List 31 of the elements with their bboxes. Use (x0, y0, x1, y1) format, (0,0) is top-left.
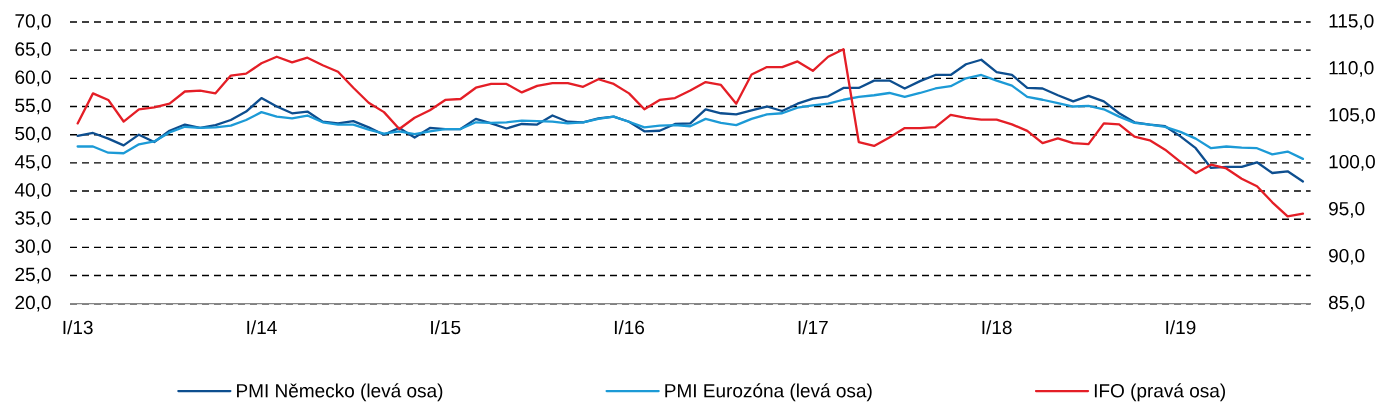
y-tick-label: 20,0 (15, 295, 51, 312)
y2-tick-label: 105,0 (1329, 108, 1375, 124)
line-series (76, 58, 1305, 183)
legend-label: PMI Německo (levá osa) (237, 383, 443, 402)
x-tick-label: I/14 (247, 320, 277, 335)
legend-label: IFO (pravá osa) (1094, 383, 1225, 402)
y-tick-label: 70,0 (15, 14, 51, 30)
y2-tick-label: 115,0 (1329, 14, 1374, 30)
x-tick-label: I/19 (1166, 320, 1196, 335)
x-tick-label: I/17 (798, 320, 828, 335)
legend-label: PMI Eurozóna (levá osa) (665, 383, 872, 402)
y2-tick-label: 110,0 (1329, 61, 1374, 77)
y-tick-label: 35,0 (15, 211, 51, 228)
line-series (76, 73, 1305, 161)
y-tick-label: 25,0 (15, 267, 51, 284)
x-tick-label: I/18 (982, 320, 1012, 335)
y-tick-label: 60,0 (15, 70, 51, 87)
x-tick-label: I/16 (614, 320, 645, 335)
x-tick-label: I/15 (431, 320, 461, 335)
y2-tick-label: 95,0 (1329, 201, 1365, 218)
y-tick-label: 30,0 (15, 239, 51, 256)
y-tick-label: 45,0 (14, 155, 51, 171)
y-tick-label: 40,0 (14, 183, 51, 199)
y2-tick-label: 85,0 (1328, 295, 1365, 312)
y-tick-label: 50,0 (15, 126, 51, 143)
line-series (76, 48, 1305, 218)
y-tick-label: 65,0 (15, 42, 51, 59)
y-tick-label: 55,0 (15, 98, 51, 115)
y2-tick-label: 90,0 (1329, 248, 1365, 265)
x-tick-label: I/13 (63, 320, 93, 335)
y2-tick-label: 100,0 (1329, 155, 1375, 171)
